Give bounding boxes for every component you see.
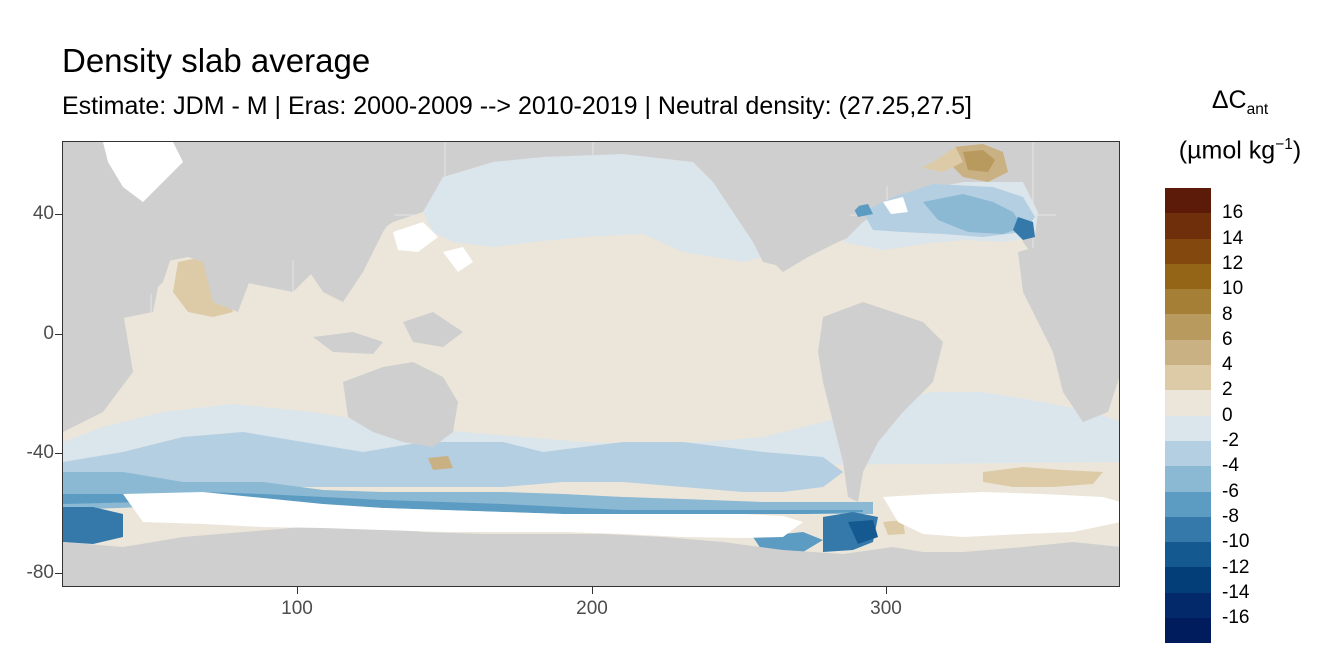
- legend-swatch: [1165, 491, 1211, 517]
- legend-unit-close: ): [1292, 136, 1302, 165]
- no-data-zones: [103, 142, 1119, 538]
- x-tick-label: 100: [281, 598, 313, 619]
- y-tick-label: 40: [32, 203, 54, 224]
- legend-label: -14: [1222, 581, 1250, 603]
- legend-swatch: [1165, 339, 1211, 366]
- legend-swatch: [1165, 542, 1211, 568]
- legend-title-sub: ant: [1246, 101, 1269, 118]
- legend-label: 0: [1222, 404, 1233, 426]
- legend-label: -6: [1222, 480, 1239, 502]
- y-tick-mark: [55, 573, 62, 574]
- legend-label: 4: [1222, 354, 1233, 376]
- legend-swatch: [1165, 289, 1211, 315]
- chart-subtitle: Estimate: JDM - M | Eras: 2000-2009 --> …: [62, 92, 972, 120]
- y-tick-label: 0: [43, 323, 54, 344]
- legend-swatch: [1165, 188, 1211, 214]
- legend-label: -16: [1222, 607, 1250, 629]
- legend-swatch: [1165, 415, 1211, 441]
- legend-swatch: [1165, 314, 1211, 340]
- map-svg: [63, 142, 1119, 586]
- legend-unit-main: (µmol kg: [1178, 136, 1276, 165]
- legend-label: -12: [1222, 556, 1250, 578]
- legend-label: 6: [1222, 328, 1233, 350]
- legend-swatch: [1165, 365, 1211, 391]
- y-tick-mark: [55, 334, 62, 335]
- legend-colorbar: [1165, 188, 1211, 644]
- legend-swatch: [1165, 238, 1211, 264]
- chart-title: Density slab average: [62, 42, 371, 79]
- legend-title: ΔCant: [1160, 86, 1320, 119]
- x-tick-mark: [592, 587, 593, 594]
- legend-unit-sup: −1: [1275, 136, 1293, 153]
- legend-label: 16: [1222, 202, 1244, 224]
- legend-label: 12: [1222, 252, 1244, 274]
- legend-label: 8: [1222, 303, 1233, 325]
- legend-label: -8: [1222, 505, 1239, 527]
- legend-swatch: [1165, 618, 1211, 644]
- legend-label: -10: [1222, 531, 1250, 553]
- legend-swatch: [1165, 263, 1211, 290]
- y-tick-mark: [55, 453, 62, 454]
- legend-title-symbol: ΔC: [1211, 86, 1247, 114]
- y-tick-label: -40: [26, 442, 54, 463]
- legend-swatch: [1165, 440, 1211, 467]
- legend-swatch: [1165, 466, 1211, 492]
- x-tick-mark: [297, 587, 298, 594]
- x-tick-label: 200: [576, 598, 608, 619]
- legend-swatch: [1165, 567, 1211, 593]
- map-panel: [62, 141, 1120, 587]
- legend-label: -4: [1222, 455, 1239, 477]
- x-tick-label: 300: [870, 598, 902, 619]
- y-tick-label: -80: [26, 562, 54, 583]
- legend-unit: (µmol kg−1): [1160, 136, 1320, 165]
- legend-swatch: [1165, 213, 1211, 239]
- legend-swatch: [1165, 390, 1211, 416]
- legend-label: 10: [1222, 278, 1244, 300]
- x-tick-mark: [886, 587, 887, 594]
- legend-swatch: [1165, 516, 1211, 543]
- legend-label: 14: [1222, 227, 1244, 249]
- y-tick-mark: [55, 214, 62, 215]
- legend-label: -2: [1222, 430, 1239, 451]
- legend-label: 2: [1222, 379, 1233, 401]
- legend-swatch: [1165, 592, 1211, 619]
